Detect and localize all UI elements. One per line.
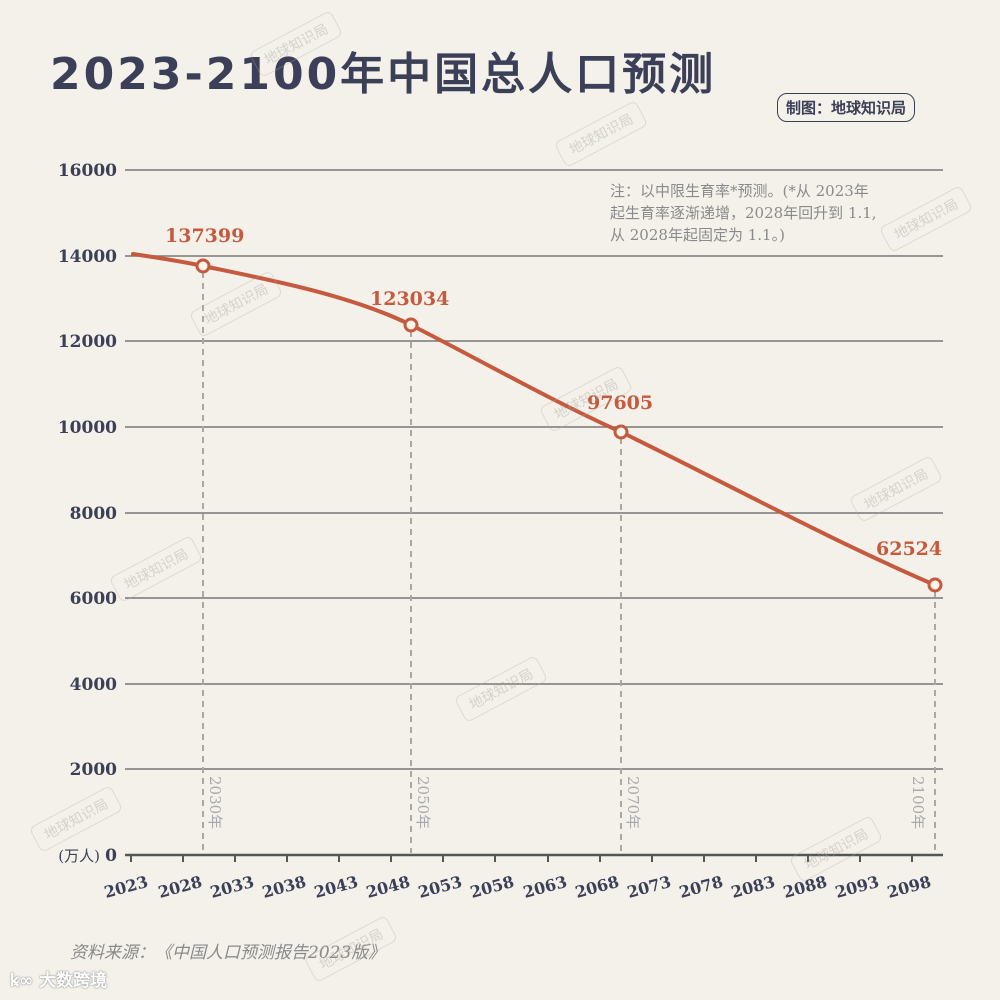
methodology-note: 注：以中限生育率*预测。(*从 2023年 起生育率逐渐递增，2028年回升到 … xyxy=(610,180,950,246)
point-2100 xyxy=(927,577,943,593)
point-2050 xyxy=(403,317,419,333)
svg-text:6000: 6000 xyxy=(70,589,117,609)
svg-text:2058: 2058 xyxy=(468,872,516,902)
svg-text:8000: 8000 xyxy=(70,504,117,524)
data-points xyxy=(195,258,943,593)
svg-text:2030年: 2030年 xyxy=(206,776,224,829)
svg-text:2083: 2083 xyxy=(729,872,777,902)
svg-text:10000: 10000 xyxy=(58,418,117,438)
point-2070 xyxy=(613,424,629,440)
x-axis-ticks xyxy=(130,855,913,862)
note-line-1: 注：以中限生育率*预测。(*从 2023年 xyxy=(610,182,869,200)
svg-text:4000: 4000 xyxy=(70,675,117,695)
svg-text:2023: 2023 xyxy=(102,872,150,902)
svg-text:2093: 2093 xyxy=(833,872,881,902)
svg-text:2100年: 2100年 xyxy=(909,776,927,829)
svg-text:2068: 2068 xyxy=(573,872,621,902)
note-line-2: 起生育率逐渐递增，2028年回升到 1.1, xyxy=(610,204,877,222)
svg-text:62524: 62524 xyxy=(876,538,942,560)
note-line-3: 从 2028年起固定为 1.1。) xyxy=(610,226,785,244)
svg-text:0: 0 xyxy=(105,846,117,866)
year-marker-labels: 2030年 2050年 2070年 2100年 xyxy=(206,776,927,829)
svg-text:97605: 97605 xyxy=(587,392,653,414)
svg-text:2033: 2033 xyxy=(208,872,256,902)
svg-text:2078: 2078 xyxy=(677,872,725,902)
svg-text:2098: 2098 xyxy=(885,872,933,902)
logo-text: 大数跨境 xyxy=(39,971,108,991)
svg-text:2063: 2063 xyxy=(521,872,569,902)
svg-text:2053: 2053 xyxy=(416,872,464,902)
data-labels: 137399 123034 97605 62524 xyxy=(165,225,942,560)
logo-icon: ꝃ∞ xyxy=(10,971,40,991)
svg-text:2028: 2028 xyxy=(156,872,204,902)
svg-text:137399: 137399 xyxy=(165,225,244,247)
y-axis-labels: 16000 14000 12000 10000 8000 6000 4000 2… xyxy=(58,161,117,866)
svg-text:2050年: 2050年 xyxy=(414,776,432,829)
svg-text:2043: 2043 xyxy=(312,872,360,902)
point-2030 xyxy=(195,258,211,274)
svg-text:2000: 2000 xyxy=(70,760,117,780)
svg-text:16000: 16000 xyxy=(58,161,117,181)
credit-badge: 制图：地球知识局 xyxy=(777,93,916,122)
data-source: 资料来源：《中国人口预测报告2023版》 xyxy=(70,943,386,963)
svg-text:14000: 14000 xyxy=(58,247,117,267)
svg-text:2048: 2048 xyxy=(364,872,412,902)
gridlines xyxy=(125,169,943,770)
svg-text:2073: 2073 xyxy=(625,872,673,902)
logo: ꝃ∞ 大数跨境 xyxy=(10,966,107,991)
svg-text:2038: 2038 xyxy=(260,872,308,902)
svg-text:12000: 12000 xyxy=(58,332,117,352)
chart-title: 2023-2100年中国总人口预测 xyxy=(50,49,717,100)
year-marker-lines xyxy=(202,272,936,853)
svg-text:123034: 123034 xyxy=(370,288,449,310)
y-axis-unit: (万人) xyxy=(58,847,100,865)
svg-text:2070年: 2070年 xyxy=(624,776,642,829)
